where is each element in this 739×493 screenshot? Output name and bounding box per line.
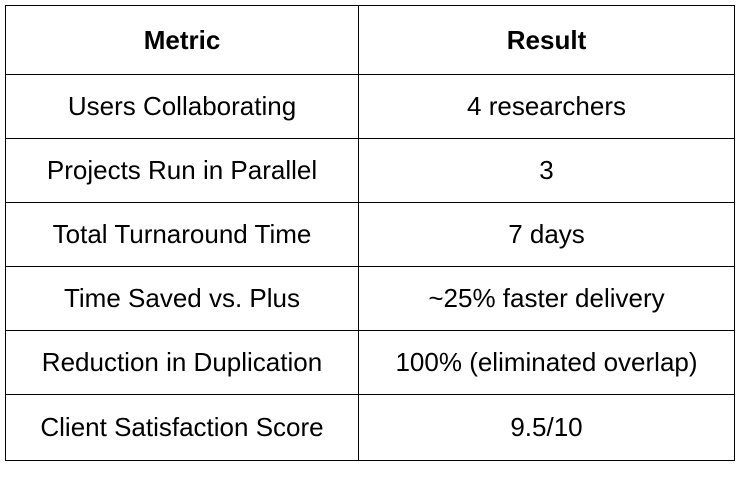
header-result: Result: [358, 5, 735, 75]
metrics-table: Metric Result Users Collaborating 4 rese…: [5, 5, 735, 461]
metric-cell: Time Saved vs. Plus: [5, 266, 359, 331]
table-row: Time Saved vs. Plus ~25% faster delivery: [5, 266, 735, 331]
metric-cell: Projects Run in Parallel: [5, 138, 359, 203]
result-cell: 3: [358, 138, 735, 203]
metric-cell: Reduction in Duplication: [5, 330, 359, 395]
table-header-row: Metric Result: [5, 5, 735, 75]
metric-cell: Client Satisfaction Score: [5, 394, 359, 461]
table-row: Projects Run in Parallel 3: [5, 138, 735, 203]
header-metric: Metric: [5, 5, 359, 75]
metric-cell: Users Collaborating: [5, 74, 359, 139]
result-cell: 9.5/10: [358, 394, 735, 461]
table-row: Users Collaborating 4 researchers: [5, 74, 735, 139]
result-cell: ~25% faster delivery: [358, 266, 735, 331]
result-cell: 7 days: [358, 202, 735, 267]
table-row: Client Satisfaction Score 9.5/10: [5, 394, 735, 461]
metric-cell: Total Turnaround Time: [5, 202, 359, 267]
result-cell: 100% (eliminated overlap): [358, 330, 735, 395]
result-cell: 4 researchers: [358, 74, 735, 139]
table-row: Reduction in Duplication 100% (eliminate…: [5, 330, 735, 395]
table-row: Total Turnaround Time 7 days: [5, 202, 735, 267]
